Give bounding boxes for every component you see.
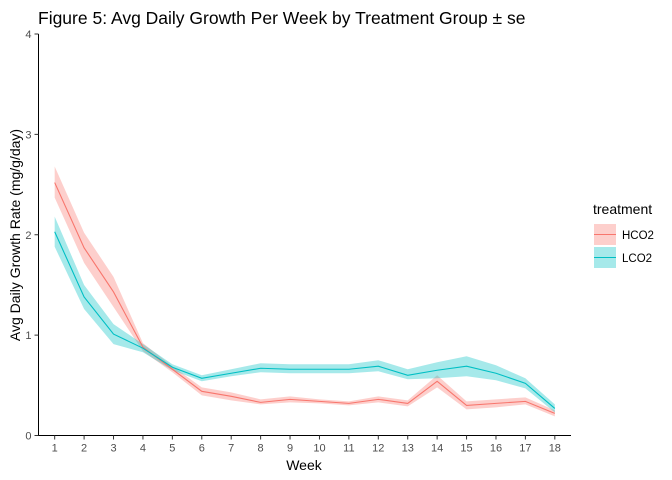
x-tick-label: 8 bbox=[258, 443, 264, 455]
ribbon-hco2 bbox=[54, 166, 555, 417]
x-axis-title: Week bbox=[286, 457, 323, 473]
x-tick-label: 5 bbox=[169, 443, 175, 455]
series-lines bbox=[54, 182, 556, 414]
x-tick-label: 15 bbox=[460, 443, 472, 455]
ribbon-lco2 bbox=[54, 216, 555, 413]
legend: treatment HCO2 LCO2 bbox=[593, 201, 654, 268]
y-tick-label: 4 bbox=[25, 29, 31, 41]
chart-title: Figure 5: Avg Daily Growth Per Week by T… bbox=[38, 8, 526, 28]
legend-label: HCO2 bbox=[622, 230, 654, 242]
x-tick-label: 12 bbox=[372, 443, 384, 455]
ribbons bbox=[54, 166, 555, 417]
series-line-hco2 bbox=[54, 182, 556, 414]
x-tick-label: 17 bbox=[519, 443, 531, 455]
y-axis-title: Avg Daily Growth Rate (mg/g/day) bbox=[7, 129, 23, 341]
x-tick-label: 18 bbox=[549, 443, 561, 455]
x-tick-label: 7 bbox=[228, 443, 234, 455]
x-tick-label: 4 bbox=[140, 443, 146, 455]
y-tick-label: 2 bbox=[25, 230, 31, 242]
legend-label: LCO2 bbox=[622, 253, 652, 265]
x-axis-ticks: 1 2 3 4 5 6 7 8 9 10 11 12 13 14 15 16 17 18 bbox=[52, 435, 561, 455]
x-tick-label: 10 bbox=[313, 443, 325, 455]
x-tick-label: 9 bbox=[287, 443, 293, 455]
y-tick-label: 1 bbox=[25, 330, 31, 342]
x-tick-label: 1 bbox=[52, 443, 58, 455]
x-tick-label: 6 bbox=[199, 443, 205, 455]
legend-title: treatment bbox=[593, 201, 652, 217]
x-tick-label: 2 bbox=[81, 443, 87, 455]
series-line-lco2 bbox=[54, 231, 556, 409]
y-tick-label: 0 bbox=[25, 431, 31, 443]
x-tick-label: 16 bbox=[490, 443, 502, 455]
x-tick-label: 11 bbox=[343, 443, 354, 455]
x-tick-label: 14 bbox=[431, 443, 443, 455]
y-axis-ticks: 0 1 2 3 4 bbox=[25, 29, 39, 443]
x-tick-label: 13 bbox=[402, 443, 414, 455]
legend-item-hco2: HCO2 bbox=[594, 224, 654, 245]
x-tick-label: 3 bbox=[110, 443, 116, 455]
y-tick-label: 3 bbox=[25, 129, 31, 141]
legend-item-lco2: LCO2 bbox=[594, 247, 652, 268]
